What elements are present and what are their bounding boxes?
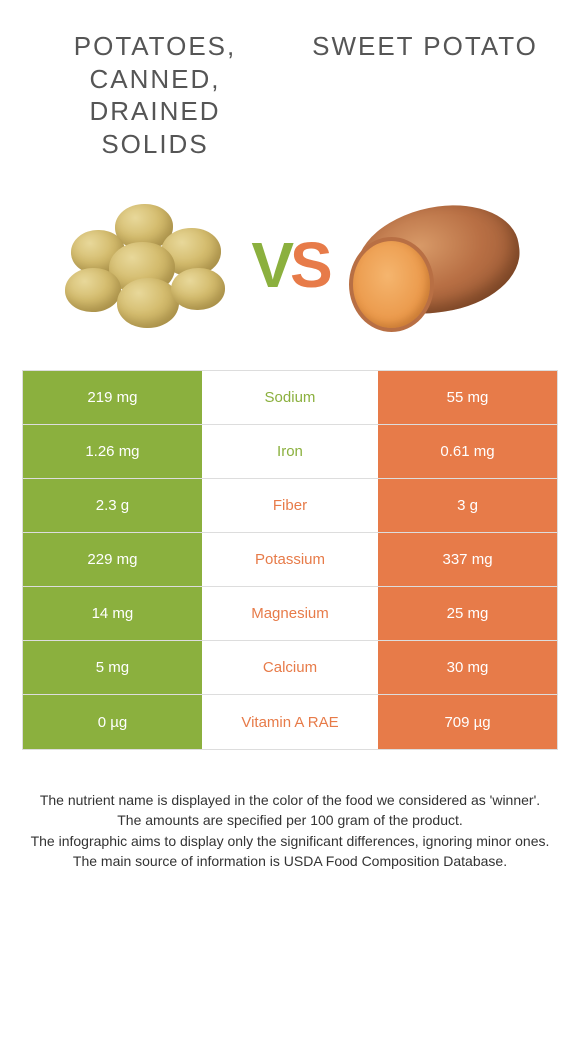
left-food-title: Potatoes, canned, drained solids [34, 30, 277, 160]
footer-notes: The nutrient name is displayed in the co… [0, 750, 580, 871]
table-row: 5 mgCalcium30 mg [23, 641, 557, 695]
right-value: 30 mg [378, 641, 557, 694]
right-food-title: Sweet potato [304, 30, 547, 63]
table-row: 229 mgPotassium337 mg [23, 533, 557, 587]
table-row: 14 mgMagnesium25 mg [23, 587, 557, 641]
left-value: 1.26 mg [23, 425, 202, 478]
header: Potatoes, canned, drained solids Sweet p… [0, 0, 580, 170]
sweet-potato-icon [347, 190, 522, 340]
left-value: 229 mg [23, 533, 202, 586]
potatoes-icon [58, 190, 233, 340]
table-row: 0 µgVitamin A RAE709 µg [23, 695, 557, 749]
nutrient-name: Fiber [202, 479, 378, 532]
nutrient-name: Calcium [202, 641, 378, 694]
footer-line: The amounts are specified per 100 gram o… [18, 810, 562, 830]
right-value: 0.61 mg [378, 425, 557, 478]
vs-label: VS [251, 228, 328, 302]
left-value: 14 mg [23, 587, 202, 640]
footer-line: The nutrient name is displayed in the co… [18, 790, 562, 810]
left-value: 2.3 g [23, 479, 202, 532]
nutrient-name: Sodium [202, 371, 378, 424]
left-value: 0 µg [23, 695, 202, 749]
right-value: 3 g [378, 479, 557, 532]
left-value: 219 mg [23, 371, 202, 424]
right-value: 25 mg [378, 587, 557, 640]
vs-v: V [251, 229, 290, 301]
nutrient-name: Iron [202, 425, 378, 478]
table-row: 2.3 gFiber3 g [23, 479, 557, 533]
right-value: 55 mg [378, 371, 557, 424]
vs-s: S [290, 229, 329, 301]
left-value: 5 mg [23, 641, 202, 694]
nutrient-name: Magnesium [202, 587, 378, 640]
footer-line: The main source of information is USDA F… [18, 851, 562, 871]
nutrient-name: Vitamin A RAE [202, 695, 378, 749]
right-value: 709 µg [378, 695, 557, 749]
table-row: 1.26 mgIron0.61 mg [23, 425, 557, 479]
images-row: VS [0, 170, 580, 370]
nutrient-name: Potassium [202, 533, 378, 586]
right-value: 337 mg [378, 533, 557, 586]
footer-line: The infographic aims to display only the… [18, 831, 562, 851]
nutrient-table: 219 mgSodium55 mg1.26 mgIron0.61 mg2.3 g… [22, 370, 558, 750]
table-row: 219 mgSodium55 mg [23, 371, 557, 425]
